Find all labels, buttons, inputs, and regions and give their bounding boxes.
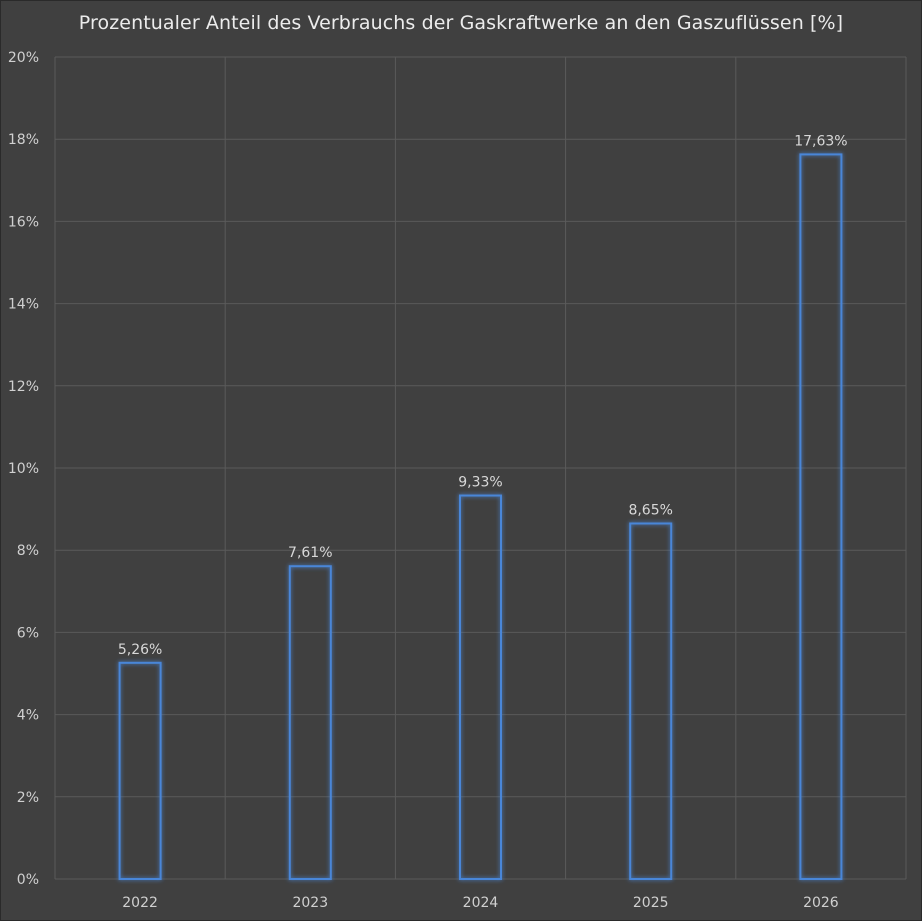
- y-tick-label: 4%: [17, 708, 39, 724]
- y-tick-label: 20%: [8, 50, 39, 66]
- bar: [629, 522, 673, 880]
- data-label: 9,33%: [458, 475, 502, 491]
- x-tick-label: 2023: [292, 895, 328, 911]
- data-label: 5,26%: [118, 642, 162, 658]
- chart-title: Prozentualer Anteil des Verbrauchs der G…: [78, 12, 844, 34]
- bar: [288, 565, 332, 880]
- data-label: 17,63%: [794, 133, 847, 149]
- y-tick-label: 0%: [17, 872, 39, 888]
- data-label: 7,61%: [288, 545, 332, 561]
- data-labels: 5,26% 7,61% 9,33% 8,65% 17,63%: [118, 133, 848, 657]
- data-label: 8,65%: [628, 502, 672, 518]
- y-tick-label: 16%: [8, 214, 39, 230]
- x-tick-label: 2022: [122, 895, 158, 911]
- bars: [118, 153, 843, 881]
- y-tick-label: 14%: [8, 297, 39, 313]
- y-axis: 0% 2% 4% 6% 8% 10% 12% 14% 16% 18% 20%: [8, 50, 39, 888]
- x-axis: 2022 2023 2024 2025 2026: [122, 895, 839, 911]
- x-tick-label: 2026: [803, 895, 839, 911]
- bar: [459, 494, 502, 880]
- y-tick-label: 6%: [17, 625, 39, 641]
- y-tick-label: 2%: [17, 790, 39, 806]
- bar: [118, 661, 162, 881]
- bar: [799, 153, 843, 881]
- x-tick-label: 2025: [633, 895, 669, 911]
- x-tick-label: 2024: [463, 895, 499, 911]
- grid-lines: [54, 56, 907, 880]
- y-tick-label: 12%: [8, 379, 39, 395]
- y-tick-label: 8%: [17, 543, 39, 559]
- y-tick-label: 10%: [8, 461, 39, 477]
- y-tick-label: 18%: [8, 132, 39, 148]
